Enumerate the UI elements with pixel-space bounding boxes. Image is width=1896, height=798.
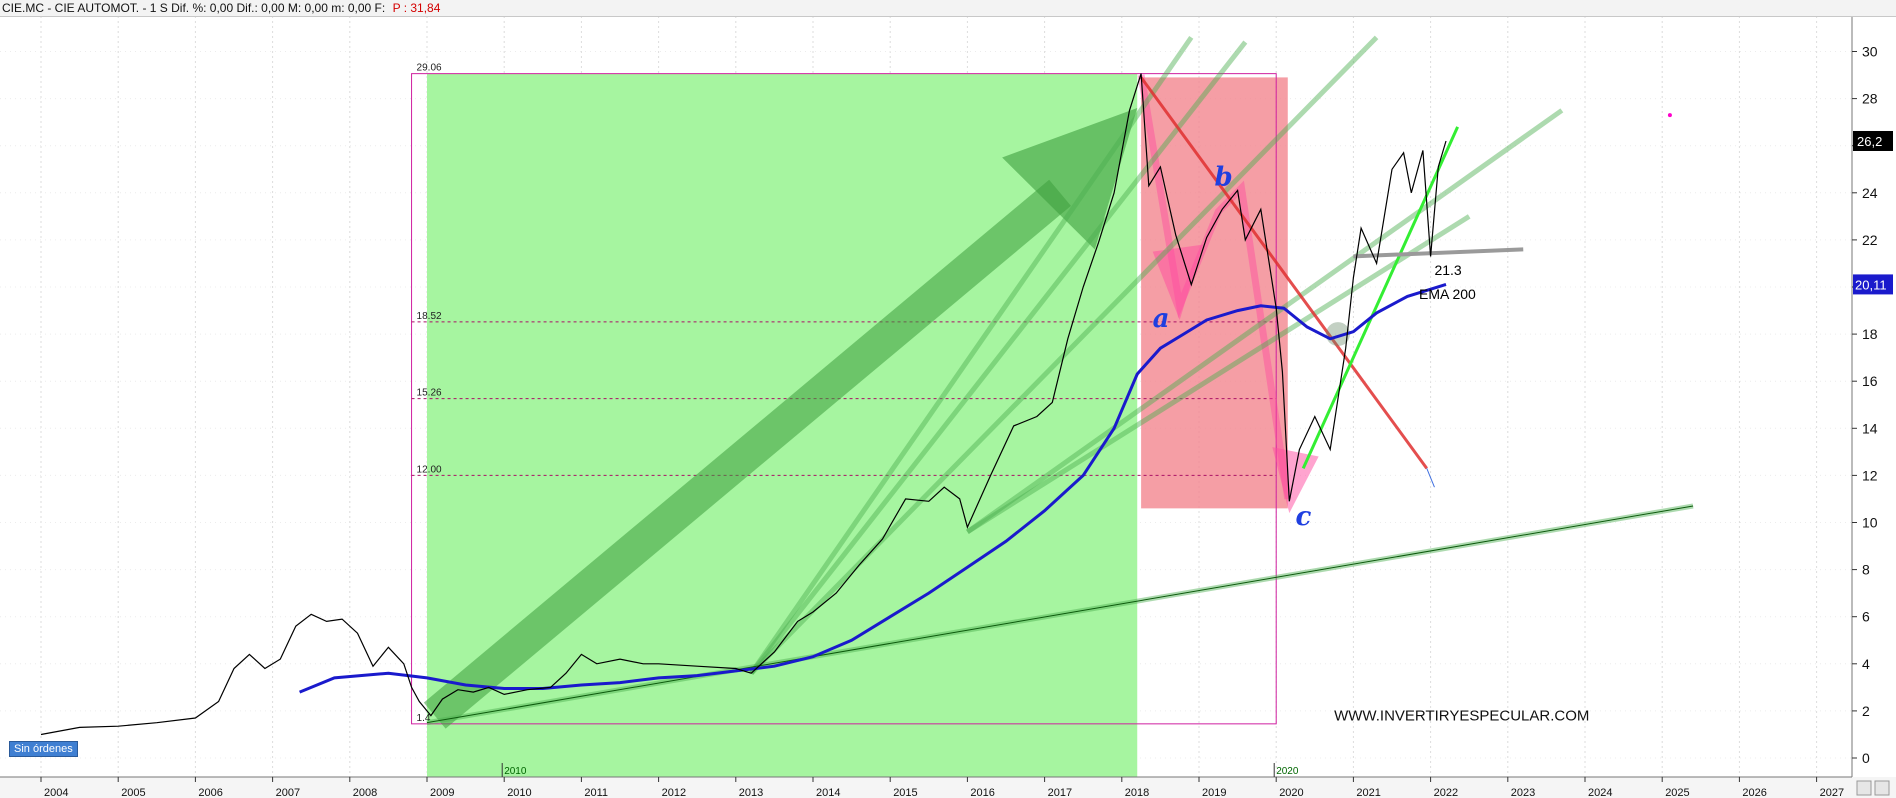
- hand-label-c: c: [1296, 502, 1312, 532]
- x-axis-label: 2010: [507, 787, 531, 798]
- fib-level-label: 29.06: [417, 63, 442, 74]
- x-axis-panel: [0, 777, 1896, 798]
- ema-badge-bg: [1853, 274, 1893, 295]
- y-axis-label: 2: [1862, 703, 1870, 719]
- y-axis-label: 30: [1862, 44, 1878, 60]
- hand-label-a: a: [1153, 304, 1170, 334]
- correction-arrow-head-a: [1152, 244, 1203, 320]
- support-level-label: 21.3: [1434, 262, 1461, 278]
- scroll-right-button[interactable]: [1874, 780, 1890, 796]
- price-badge: 26,2: [1857, 134, 1882, 149]
- x-axis-label: 2026: [1742, 787, 1766, 798]
- y-axis-label: 14: [1862, 420, 1878, 436]
- y-axis-label: 12: [1862, 467, 1878, 483]
- chart-header: CIE.MC - CIE AUTOMOT. - 1 S Dif. %: 0,00…: [0, 0, 1896, 17]
- x-axis-label: 2013: [739, 787, 763, 798]
- x-axis-label: 2024: [1588, 787, 1612, 798]
- x-axis-label: 2005: [121, 787, 145, 798]
- y-axis-label: 28: [1862, 91, 1878, 107]
- growth-arrow-shaft: [423, 179, 1071, 729]
- x-axis-label: 2014: [816, 787, 840, 798]
- growth-arrow-head: [1002, 108, 1138, 250]
- y-axis-label: 16: [1862, 373, 1878, 389]
- fib-level-label: 15.26: [417, 388, 442, 399]
- downtrend-line: [1139, 76, 1428, 470]
- x-axis-label: 2007: [276, 787, 300, 798]
- y-axis-label: 4: [1862, 656, 1870, 672]
- ema-label: EMA 200: [1419, 286, 1476, 302]
- x-axis-label: 2006: [198, 787, 222, 798]
- x-axis-label: 2009: [430, 787, 454, 798]
- fib-level-label: 12.00: [417, 464, 442, 475]
- fan-trendline: [749, 35, 1194, 675]
- x-axis-label: 2017: [1048, 787, 1072, 798]
- symbol-info: CIE.MC - CIE AUTOMOT. - 1 S Dif. %: 0,00…: [2, 1, 386, 15]
- x-axis-label: 2016: [970, 787, 994, 798]
- red-zone: [1141, 77, 1288, 509]
- marker-dot: [1667, 113, 1672, 118]
- correction-arrow: [1137, 74, 1292, 500]
- fan-trendline: [966, 214, 1471, 535]
- y-axis-label: 22: [1862, 232, 1878, 248]
- x-axis-label: 2020: [1279, 787, 1303, 798]
- x-axis-label: 2015: [893, 787, 917, 798]
- uptrend-line: [1301, 126, 1459, 469]
- fib-level-label: 18.52: [417, 311, 442, 322]
- support-line: [1353, 247, 1524, 259]
- y-axis-label: 6: [1862, 609, 1870, 625]
- y-axis-label: 10: [1862, 515, 1878, 531]
- orders-badge[interactable]: Sin órdenes: [9, 741, 78, 757]
- y-axis-label: 24: [1862, 185, 1878, 201]
- ema-badge: 20,11: [1855, 277, 1887, 292]
- y-axis-label: 18: [1862, 326, 1878, 342]
- fib-level-label: 1.4: [417, 713, 431, 724]
- x-axis-label: 2011: [584, 787, 608, 798]
- hand-label-b: b: [1214, 163, 1232, 193]
- fan-trendline: [965, 108, 1564, 534]
- year-marker-label: 2010: [504, 766, 527, 777]
- x-axis-label: 2021: [1356, 787, 1380, 798]
- y-axis-label: 0: [1862, 750, 1870, 766]
- year-marker-label: 2020: [1276, 766, 1299, 777]
- x-axis-label: 2004: [44, 787, 68, 798]
- x-axis-label: 2023: [1511, 787, 1535, 798]
- price-badge-bg: [1853, 130, 1893, 151]
- correction-arrow-head-c: [1272, 447, 1319, 514]
- x-axis-label: 2012: [662, 787, 686, 798]
- y-axis-panel: [1852, 16, 1896, 777]
- y-axis-label: 8: [1862, 562, 1870, 578]
- downtrend-line-tail: [1426, 468, 1435, 488]
- ema-200-line: [299, 282, 1447, 694]
- x-axis-label: 2019: [1202, 787, 1226, 798]
- crossover-marker: [1325, 322, 1350, 347]
- x-axis-label: 2027: [1820, 787, 1844, 798]
- price-line: [40, 73, 1447, 736]
- watermark: WWW.INVERTIRYESPECULAR.COM: [1334, 707, 1589, 724]
- x-axis-label: 2018: [1125, 787, 1149, 798]
- long-trendline: [426, 505, 1694, 724]
- scroll-left-button[interactable]: [1856, 780, 1872, 796]
- p-label: P : 31,84: [392, 1, 441, 15]
- x-axis-label: 2022: [1434, 787, 1458, 798]
- x-axis-label: 2025: [1665, 787, 1689, 798]
- fan-trendline: [749, 40, 1248, 675]
- x-axis-label: 2008: [353, 787, 377, 798]
